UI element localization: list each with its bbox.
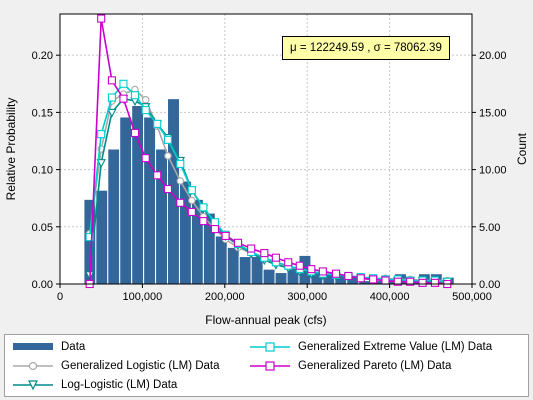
series-point <box>418 278 427 287</box>
histogram-bar <box>226 246 240 285</box>
series-point <box>187 186 196 195</box>
series-point <box>176 177 185 185</box>
series-point <box>406 277 415 286</box>
series-point <box>381 276 390 285</box>
series-point <box>307 265 316 274</box>
series-point <box>369 275 378 284</box>
series-point <box>210 225 219 234</box>
histogram-bar <box>262 268 276 285</box>
series-point <box>107 108 117 118</box>
series-point <box>393 277 402 286</box>
series-point <box>233 238 243 247</box>
series-point <box>85 233 94 242</box>
legend-label-gen-pareto: Generalized Pareto (LM) Data <box>298 360 452 372</box>
y-left-tick-label: 0.05 <box>32 222 53 234</box>
x-tick-label: 400,000 <box>370 291 410 303</box>
series-point <box>164 152 172 160</box>
legend-item-log-logistic: Log-Logistic (LM) Data <box>13 378 177 392</box>
series-layer <box>84 14 453 289</box>
series-point <box>199 217 208 226</box>
series-point <box>141 154 150 163</box>
legend-label-data: Data <box>61 341 86 353</box>
series-point <box>295 261 304 270</box>
x-tick-label: 500,000 <box>452 291 492 303</box>
legend-label-log-logistic: Log-Logistic (LM) Data <box>61 379 178 391</box>
legend-item-gen-logistic: Generalized Logistic (LM) Data <box>13 359 220 373</box>
series-point <box>163 135 172 144</box>
series-point <box>247 244 256 253</box>
series-point <box>130 128 140 138</box>
series-point <box>176 159 185 168</box>
y-left-tick-label: 0.00 <box>32 279 53 291</box>
series-point <box>271 253 280 262</box>
y-right-tick-label: 20.00 <box>479 50 507 62</box>
series-point <box>356 274 365 283</box>
series-point <box>130 91 140 100</box>
y-left-tick-label: 0.10 <box>32 165 53 177</box>
series-point <box>188 196 196 205</box>
series-point <box>97 14 106 23</box>
histogram-bar <box>214 235 228 285</box>
series-point <box>163 184 172 194</box>
legend-label-gen-logistic: Generalized Logistic (LM) Data <box>61 360 220 372</box>
y-axis-label-left: Relative Probability <box>4 98 18 201</box>
x-axis-label: Flow-annual peak (cfs) <box>205 313 326 327</box>
legend-item-gen-pareto: Generalized Pareto (LM) Data <box>250 359 451 373</box>
series-point <box>210 218 219 227</box>
series-point <box>176 198 185 207</box>
bars-layer <box>83 98 455 285</box>
legend: Data Generalized Logistic (LM) Data Log-… <box>4 334 529 397</box>
x-tick-label: 100,000 <box>123 291 163 303</box>
series-point <box>153 171 162 180</box>
series-point <box>107 76 116 85</box>
plot-frame <box>59 13 473 285</box>
legend-swatch-gev <box>250 340 290 354</box>
series-point <box>119 94 128 103</box>
histogram-bar <box>119 116 133 285</box>
series-point <box>97 130 106 139</box>
legend-swatch-gen-pareto <box>250 359 290 373</box>
series-point <box>221 231 230 240</box>
legend-swatch-data <box>13 340 53 354</box>
series-point <box>199 203 208 212</box>
stats-annotation: μ = 122249.59 , σ = 78062.39 <box>282 36 450 60</box>
series-point <box>107 93 116 102</box>
series-point <box>153 119 162 128</box>
y-left-tick-label: 0.15 <box>32 107 53 119</box>
y-right-tick-label: 10.00 <box>479 165 507 177</box>
series-point <box>331 269 341 278</box>
series-point <box>141 96 150 104</box>
legend-item-gev: Generalized Extreme Value (LM) Data <box>250 340 492 354</box>
series-point <box>318 267 327 276</box>
histogram-bar <box>107 148 121 285</box>
axes-layer: 0 100,000 200,000 300,000 400,000 500,0000.00… <box>32 50 507 303</box>
legend-swatch-log-logistic <box>13 378 53 392</box>
y-right-tick-label: 0.00 <box>479 279 500 291</box>
series-point <box>284 258 293 267</box>
series-point <box>260 249 269 258</box>
chart-area: 0 100,000 200,000 300,000 400,000 500,000 0.00… <box>4 13 529 327</box>
series-point <box>430 278 439 287</box>
y-left-tick-label: 0.20 <box>32 50 53 62</box>
histogram-bar <box>143 116 157 285</box>
legend-swatch-gen-logistic <box>13 359 53 373</box>
x-tick-label: 0 <box>57 291 63 303</box>
series-point <box>141 106 150 115</box>
x-tick-label: 200,000 <box>205 291 245 303</box>
series-point <box>187 207 196 216</box>
series-point <box>344 271 353 281</box>
histogram-bar <box>155 148 169 285</box>
legend-label-gev: Generalized Extreme Value (LM) Data <box>298 341 493 353</box>
y-axis-label-right: Count <box>515 132 529 165</box>
chart-svg: 0 100,000 200,000 300,000 400,000 500,0000.00… <box>4 13 529 327</box>
y-right-tick-label: 5.00 <box>479 222 500 234</box>
histogram-bar <box>238 256 252 285</box>
x-tick-label: 300,000 <box>287 291 327 303</box>
series-point <box>96 159 106 168</box>
y-right-tick-label: 15.00 <box>479 107 507 119</box>
series-point <box>119 79 128 88</box>
legend-item-data: Data <box>13 340 85 354</box>
histogram-bar <box>274 272 288 285</box>
